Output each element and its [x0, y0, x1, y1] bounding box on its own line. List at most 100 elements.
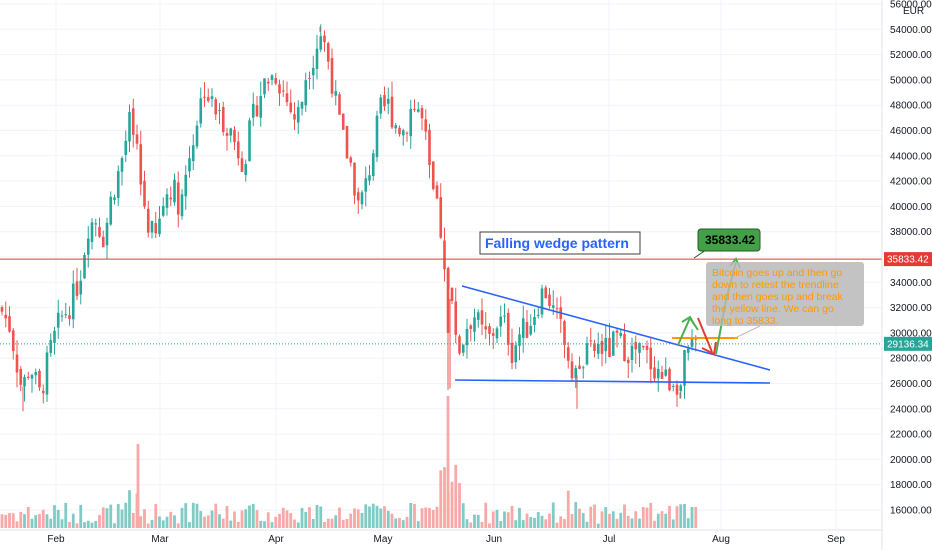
candle-body	[405, 132, 409, 134]
callout-line-2: down to retest the trendline	[712, 279, 839, 291]
candle-body	[450, 287, 454, 301]
volume-bar	[593, 504, 596, 528]
volume-bar	[184, 503, 188, 528]
candle-body	[480, 310, 484, 325]
volume-bar	[38, 514, 41, 528]
volume-bar	[311, 518, 315, 528]
candle-body	[53, 330, 56, 343]
volume-bar	[390, 513, 394, 528]
volume-bar	[248, 505, 251, 528]
candle-body	[143, 180, 146, 207]
volume-bar	[521, 520, 525, 528]
price-tick-label: 46000.00	[890, 126, 932, 137]
candle-body	[506, 312, 510, 345]
price-tick-label: 28000.00	[890, 354, 932, 365]
volume-bar	[98, 515, 101, 528]
volume-bar	[356, 509, 360, 528]
price-tick-label: 42000.00	[890, 177, 932, 188]
candle-body	[191, 145, 195, 162]
pattern-title-box[interactable]: Falling wedge pattern	[479, 231, 641, 255]
volume-bar	[626, 515, 630, 528]
candle-body	[0, 307, 4, 312]
volume-bar	[604, 507, 608, 528]
candle-body	[600, 341, 604, 354]
candle-body	[300, 101, 304, 109]
volume-bar	[416, 521, 420, 528]
candle-body	[259, 95, 263, 118]
volume-bar	[101, 507, 105, 528]
volume-bar	[330, 518, 334, 528]
candle-body	[634, 341, 638, 350]
price-axis[interactable]: EUR 56000.00 54000.00 52000.00 50000.00 4800…	[881, 0, 932, 550]
volume-bar	[233, 511, 236, 528]
candle-body	[578, 365, 581, 369]
candle-body	[536, 314, 540, 316]
volume-bar	[199, 511, 203, 528]
volume-bar	[536, 512, 540, 528]
volume-bar	[683, 503, 686, 528]
callout-line-3: and then goes up and break	[712, 291, 844, 303]
volume-bar	[315, 504, 319, 528]
candle-body	[671, 386, 675, 388]
projected-down-arrow-head	[701, 341, 717, 356]
volume-bar	[289, 513, 293, 528]
candle-body	[49, 340, 53, 353]
target-price-label[interactable]: 35833.42	[693, 228, 761, 259]
volume-bar	[634, 511, 638, 528]
volume-bar	[203, 516, 206, 528]
volume-bar	[278, 513, 281, 528]
time-axis[interactable]: Feb Mar Apr May Jun Jul Aug Sep	[0, 529, 882, 545]
candle-body	[544, 287, 548, 299]
callout-line-4: the yellow line. We can go	[712, 303, 834, 315]
candle-body	[518, 334, 521, 346]
callout[interactable]: Bitcoin goes up and then go down to rete…	[706, 262, 864, 339]
volume-bar	[225, 506, 229, 528]
candle-body	[484, 326, 488, 330]
candle-body	[443, 240, 446, 270]
candle-body	[244, 164, 248, 176]
volume-bar	[555, 522, 559, 528]
volume-bar	[566, 490, 570, 528]
wedge-upper-trendline[interactable]	[461, 285, 771, 371]
candle-body	[469, 325, 473, 329]
target-price-text: 35833.42	[705, 233, 755, 247]
volume-bar	[480, 521, 484, 528]
volume-bar	[150, 519, 154, 528]
candle-body	[630, 345, 634, 360]
time-tick-label: Jul	[603, 534, 616, 545]
volume-bar	[169, 511, 173, 528]
volume-bar	[495, 509, 499, 528]
candle-body	[660, 372, 664, 379]
candle-body	[491, 333, 495, 336]
volume-bar	[641, 507, 645, 528]
volume-bar	[319, 506, 323, 528]
candle-body	[165, 194, 169, 208]
volume-bar	[206, 515, 210, 528]
volume-bar	[180, 507, 184, 528]
volume-bar	[113, 523, 116, 528]
candle-body	[510, 342, 514, 364]
volume-bar	[589, 506, 593, 528]
volume-bar	[300, 508, 304, 528]
candle-body	[435, 185, 439, 199]
volume-bar	[386, 510, 390, 528]
volume-bar	[210, 510, 214, 528]
candle-body	[4, 314, 8, 319]
price-tick-label: 50000.00	[890, 75, 932, 86]
candle-body	[458, 336, 461, 354]
volume-bar	[139, 516, 143, 528]
volume-bar	[525, 513, 529, 528]
volume-bar	[60, 519, 64, 528]
candle-body	[368, 175, 371, 181]
wedge-lower-trendline[interactable]	[454, 379, 771, 384]
volume-bar	[244, 509, 248, 528]
candle-body	[334, 91, 338, 96]
volume-bar	[240, 510, 244, 528]
candle-body	[364, 178, 368, 192]
candle-body	[638, 342, 641, 353]
volume-bar	[221, 518, 225, 528]
candle-body	[555, 308, 559, 310]
candle-body	[581, 367, 585, 369]
volume-bar	[53, 505, 56, 528]
